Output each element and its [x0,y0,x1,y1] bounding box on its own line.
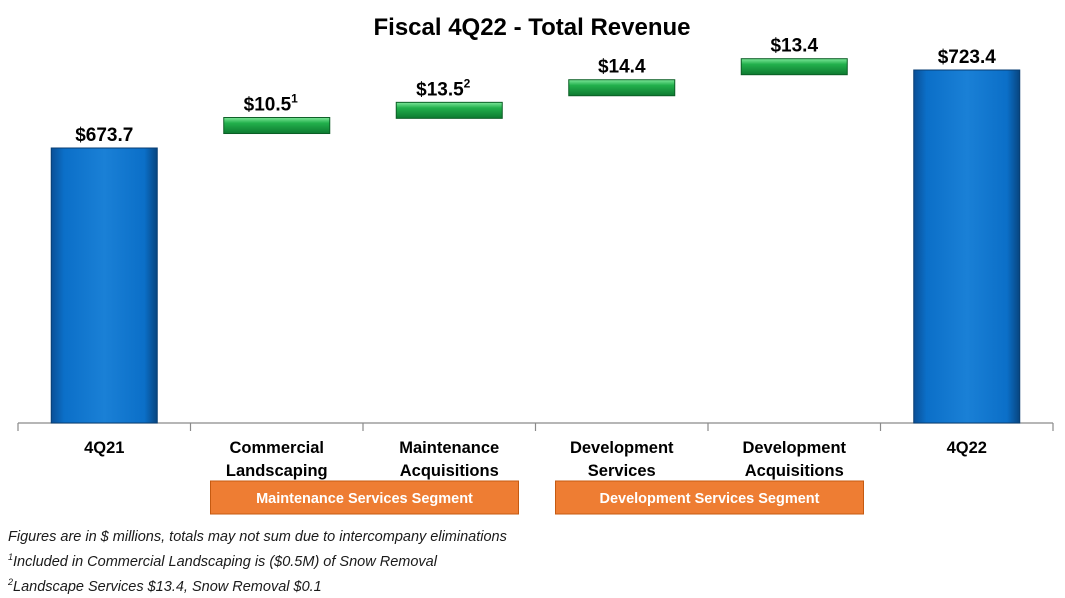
segment-box-0 [210,480,519,515]
footnotes: Figures are in $ millions, totals may no… [8,527,507,597]
x-tick-label-0: 4Q21 [84,439,124,457]
bar-start-total [50,147,158,424]
bar-increment-1 [223,117,331,135]
footnote-2-text: Landscape Services $13.4, Snow Removal $… [13,578,322,595]
x-tick-label-4: Development [742,439,846,457]
x-tick-label-2: Maintenance [399,439,499,457]
data-label-1: $10.51 [244,92,299,116]
footnote-1-marker: 1 [8,552,14,562]
data-label-3: $14.4 [598,57,646,78]
data-label-2: $13.52 [416,76,471,100]
data-label-4: $13.4 [770,36,818,57]
bar-increment-3 [568,79,676,97]
segment-box-1 [555,480,864,515]
waterfall-chart: Fiscal 4Q22 - Total Revenue $673.7 $10.51… [17,14,1054,515]
x-tick-label-2: Acquisitions [400,462,499,480]
footnote-2-marker: 2 [8,576,14,587]
footnote-1-text: Included in Commercial Landscaping is ($… [13,553,437,570]
x-tick-label-1: Commercial [230,439,324,457]
bar-increment-2 [395,101,503,119]
footnote-1: 1Included in Commercial Landscaping is (… [8,547,507,572]
x-tick-label-3: Services [588,462,656,480]
bar-end-total [913,69,1021,424]
chart-title: Fiscal 4Q22 - Total Revenue [373,14,690,41]
footnote-general: Figures are in $ millions, totals may no… [8,529,507,545]
x-tick-label-3: Development [570,439,674,457]
bar-increment-4 [740,58,848,76]
data-label-5: $723.4 [938,47,997,68]
x-tick-label-1: Landscaping [226,462,328,480]
segment-label-0: Maintenance Services Segment [256,491,473,507]
x-tick-label-5: 4Q22 [947,439,987,457]
segment-label-1: Development Services Segment [599,491,819,507]
x-tick-label-4: Acquisitions [745,462,844,480]
data-label-0: $673.7 [75,125,133,146]
footnote-2: 2Landscape Services $13.4, Snow Removal … [8,572,507,597]
